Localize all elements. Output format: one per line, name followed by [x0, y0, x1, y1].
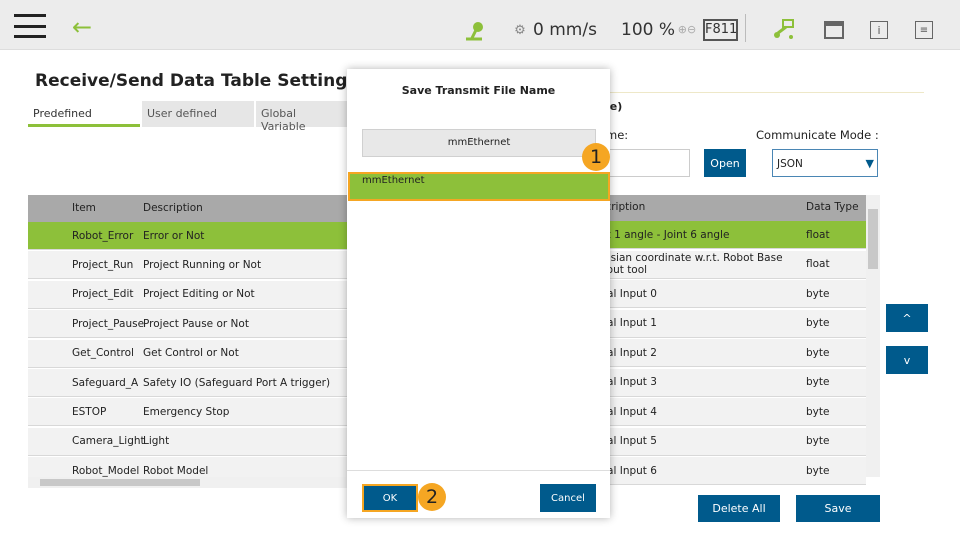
header-item: Item [72, 202, 96, 214]
robot-connect-icon[interactable] [772, 17, 796, 41]
cell-data-type: byte [806, 405, 830, 418]
cell-item: Project_Edit [72, 288, 134, 301]
move-up-button[interactable]: ^ [886, 304, 928, 332]
delete-all-button[interactable]: Delete All [698, 495, 780, 522]
robot-stick-icon[interactable] [464, 20, 486, 42]
open-button[interactable]: Open [704, 149, 746, 177]
zoom-plus-minus-icon[interactable]: ⊕⊖ [677, 22, 697, 36]
table-row[interactable]: Project_Pause Project Pause or Not [28, 310, 348, 339]
cell-description: Get Control or Not [143, 347, 239, 360]
save-button[interactable]: Save [796, 495, 880, 522]
tab-global-variable[interactable]: Global Variable [256, 101, 348, 133]
cell-description: Robot Model [143, 464, 209, 477]
cell-item: Get_Control [72, 347, 134, 360]
table-row[interactable]: ital Input 4 byte [598, 398, 866, 426]
move-down-button[interactable]: v [886, 346, 928, 374]
top-bar: ← ⚙ 0 mm/s 100 % ⊕⊖ F811 i ≡ [0, 0, 960, 50]
chevron-down-icon: ▼ [865, 157, 874, 170]
ok-button[interactable]: OK [362, 484, 418, 512]
table-row[interactable]: Get_Control Get Control or Not [28, 339, 348, 368]
tab-predefined[interactable]: Predefined [28, 101, 140, 127]
cell-description: Project Editing or Not [143, 288, 255, 301]
cell-description: Project Pause or Not [143, 317, 249, 330]
cancel-button[interactable]: Cancel [540, 484, 596, 512]
cell-description: Safety IO (Safeguard Port A trigger) [143, 376, 331, 389]
table-row[interactable]: ESTOP Emergency Stop [28, 398, 348, 427]
cell-description: tesian coordinate w.r.t. Robot Base hout… [600, 252, 783, 276]
right-table-header: scription Data Type [598, 195, 866, 221]
menu-icon[interactable] [14, 14, 46, 38]
vertical-scrollbar[interactable] [866, 195, 880, 477]
cell-data-type: byte [806, 376, 830, 388]
horizontal-scrollbar[interactable] [28, 477, 348, 488]
cell-description: Light [143, 435, 170, 448]
cell-description: nt 1 angle - Joint 6 angle [600, 228, 730, 241]
divider [347, 470, 610, 471]
cell-description: Error or Not [143, 229, 205, 242]
communicate-mode-select[interactable]: JSON ▼ [772, 149, 878, 177]
cell-item: Safeguard_A [72, 376, 139, 389]
table-row[interactable]: ital Input 1 byte [598, 309, 866, 338]
controller-icon[interactable] [824, 21, 844, 39]
cell-data-type: byte [806, 464, 830, 477]
speed-percent: 100 % [621, 20, 676, 40]
table-row[interactable]: ital Input 5 byte [598, 427, 866, 456]
table-row[interactable]: ital Input 3 byte [598, 368, 866, 397]
step-badge-2: 2 [418, 483, 446, 511]
cell-data-type: byte [806, 346, 830, 359]
cell-item: Project_Run [72, 258, 134, 271]
divider [745, 14, 746, 42]
cell-data-type: byte [806, 287, 830, 300]
cell-item: ESTOP [72, 405, 107, 418]
tab-user-defined[interactable]: User defined [142, 101, 254, 127]
table-row[interactable]: Safeguard_A Safety IO (Safeguard Port A t… [28, 369, 348, 397]
mode-value: JSON [777, 158, 803, 170]
table-row[interactable]: ital Input 6 byte [598, 457, 866, 485]
divider [606, 92, 924, 93]
table-row[interactable]: Project_Run Project Running or Not [28, 251, 348, 280]
cell-data-type: float [806, 258, 830, 270]
f-status-badge[interactable]: F811 [703, 19, 738, 41]
header-data-type: Data Type [806, 201, 859, 213]
cell-data-type: byte [806, 317, 830, 329]
header-description: Description [143, 202, 203, 214]
cell-item: Robot_Error [72, 229, 134, 242]
header-description: scription [600, 201, 646, 213]
communicate-mode-label: Communicate Mode : [756, 128, 879, 142]
speed-icon: ⚙ [514, 22, 526, 38]
table-row[interactable]: Camera_Light Light [28, 427, 348, 456]
file-list-item[interactable]: mmEthernet [348, 172, 610, 201]
name-label: me: [606, 128, 629, 142]
cell-item: Camera_Light [72, 435, 145, 448]
table-row[interactable]: Project_Edit Project Editing or Not [28, 280, 348, 309]
log-icon[interactable]: ≡ [915, 21, 933, 39]
table-row[interactable]: ital Input 0 byte [598, 280, 866, 308]
page-title: Receive/Send Data Table Setting [35, 71, 348, 91]
table-row[interactable]: nt 1 angle - Joint 6 angle float [598, 221, 866, 249]
cell-description: Emergency Stop [143, 405, 230, 418]
save-file-dialog: Save Transmit File Name mmEthernet mmEth… [347, 69, 610, 518]
cell-data-type: float [806, 228, 830, 241]
file-name-input[interactable] [606, 149, 690, 177]
info-icon[interactable]: i [870, 21, 888, 39]
back-arrow-icon[interactable]: ← [71, 13, 93, 41]
step-badge-1: 1 [582, 143, 610, 171]
cell-item: Project_Pause [72, 317, 145, 330]
section-heading: le) [606, 100, 623, 113]
dialog-title: Save Transmit File Name [401, 84, 556, 97]
table-row[interactable]: ital Input 2 byte [598, 339, 866, 367]
table-row[interactable]: Robot_Error Error or Not [28, 222, 348, 250]
table-row[interactable]: tesian coordinate w.r.t. Robot Base hout… [598, 250, 866, 279]
cell-description: Project Running or Not [143, 258, 262, 271]
speed-readout: 0 mm/s [533, 20, 597, 40]
cell-item: Robot_Model [72, 464, 140, 477]
file-name-field[interactable]: mmEthernet [362, 129, 596, 157]
left-table-header: Item Description [28, 195, 348, 222]
cell-data-type: byte [806, 435, 830, 447]
